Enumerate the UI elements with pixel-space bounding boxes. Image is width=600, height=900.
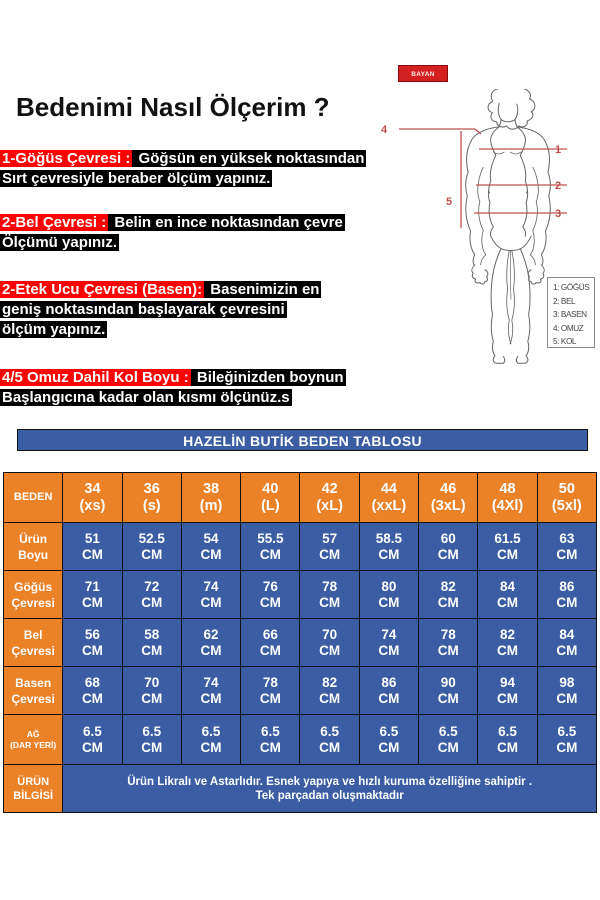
svg-text:3: 3 <box>555 208 561 220</box>
svg-text:5: 5 <box>446 196 452 208</box>
svg-text:2: 2 <box>555 180 561 192</box>
svg-text:4: 4 <box>381 125 388 136</box>
svg-text:1: 1 <box>555 144 561 156</box>
